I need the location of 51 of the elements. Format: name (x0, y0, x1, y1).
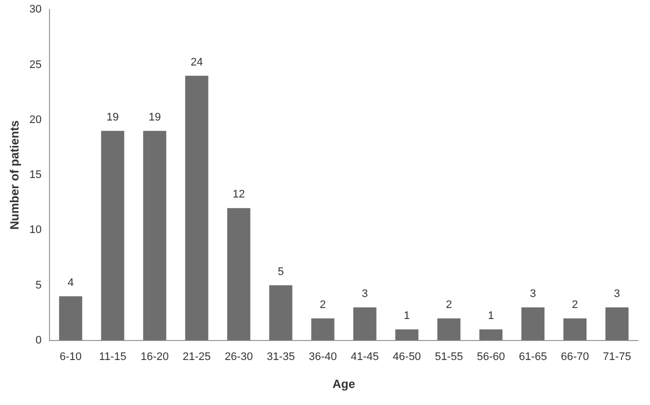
x-tick-label: 41-45 (350, 351, 379, 364)
data-label: 5 (278, 266, 284, 278)
bar (311, 318, 334, 340)
y-tick-label: 25 (29, 58, 42, 71)
data-label: 2 (572, 298, 578, 311)
data-label: 3 (614, 288, 620, 300)
x-tick-label: 71-75 (602, 351, 632, 364)
bar (59, 296, 82, 340)
data-label: 2 (320, 298, 326, 311)
data-label: 19 (148, 111, 161, 124)
x-tick-label: 16-20 (140, 351, 169, 364)
data-label: 3 (362, 288, 368, 300)
bar (227, 208, 250, 340)
bar (437, 318, 460, 340)
x-tick-label: 61-65 (518, 351, 548, 364)
bar (563, 318, 587, 340)
data-label: 1 (404, 310, 410, 322)
y-tick-label: 10 (29, 224, 42, 236)
x-tick-label: 26-30 (224, 351, 253, 364)
x-tick-label: 56-60 (476, 351, 505, 364)
x-axis-title: Age (332, 377, 356, 392)
x-tick-label: 46-50 (392, 351, 421, 364)
y-tick-label: 0 (36, 334, 42, 346)
data-label: 24 (190, 56, 203, 68)
x-tick-label: 51-55 (434, 351, 463, 364)
x-tick-label: 21-25 (182, 351, 211, 364)
data-label: 2 (446, 298, 452, 311)
data-label: 1 (488, 310, 494, 322)
x-tick-label: 6-10 (60, 351, 82, 364)
data-label: 4 (68, 276, 74, 289)
y-axis-title: Number of patients (8, 120, 22, 230)
bar (269, 285, 292, 340)
y-tick-label: 20 (29, 114, 42, 126)
y-tick-label: 15 (29, 169, 42, 182)
data-label: 12 (232, 188, 245, 201)
bar (353, 307, 376, 340)
data-label: 19 (106, 111, 119, 124)
bar (101, 130, 124, 340)
bar (521, 307, 544, 340)
bar (605, 307, 629, 340)
bar (479, 329, 502, 340)
y-tick-label: 30 (29, 4, 42, 16)
x-tick-label: 66-70 (560, 351, 590, 364)
bar (143, 130, 166, 340)
data-label: 3 (530, 288, 536, 300)
x-tick-label: 11-15 (99, 351, 126, 364)
x-tick-label: 36-40 (308, 351, 337, 364)
bar (185, 76, 208, 340)
x-tick-label: 31-35 (266, 351, 295, 364)
y-tick-label: 5 (36, 279, 42, 292)
bar (395, 329, 418, 340)
